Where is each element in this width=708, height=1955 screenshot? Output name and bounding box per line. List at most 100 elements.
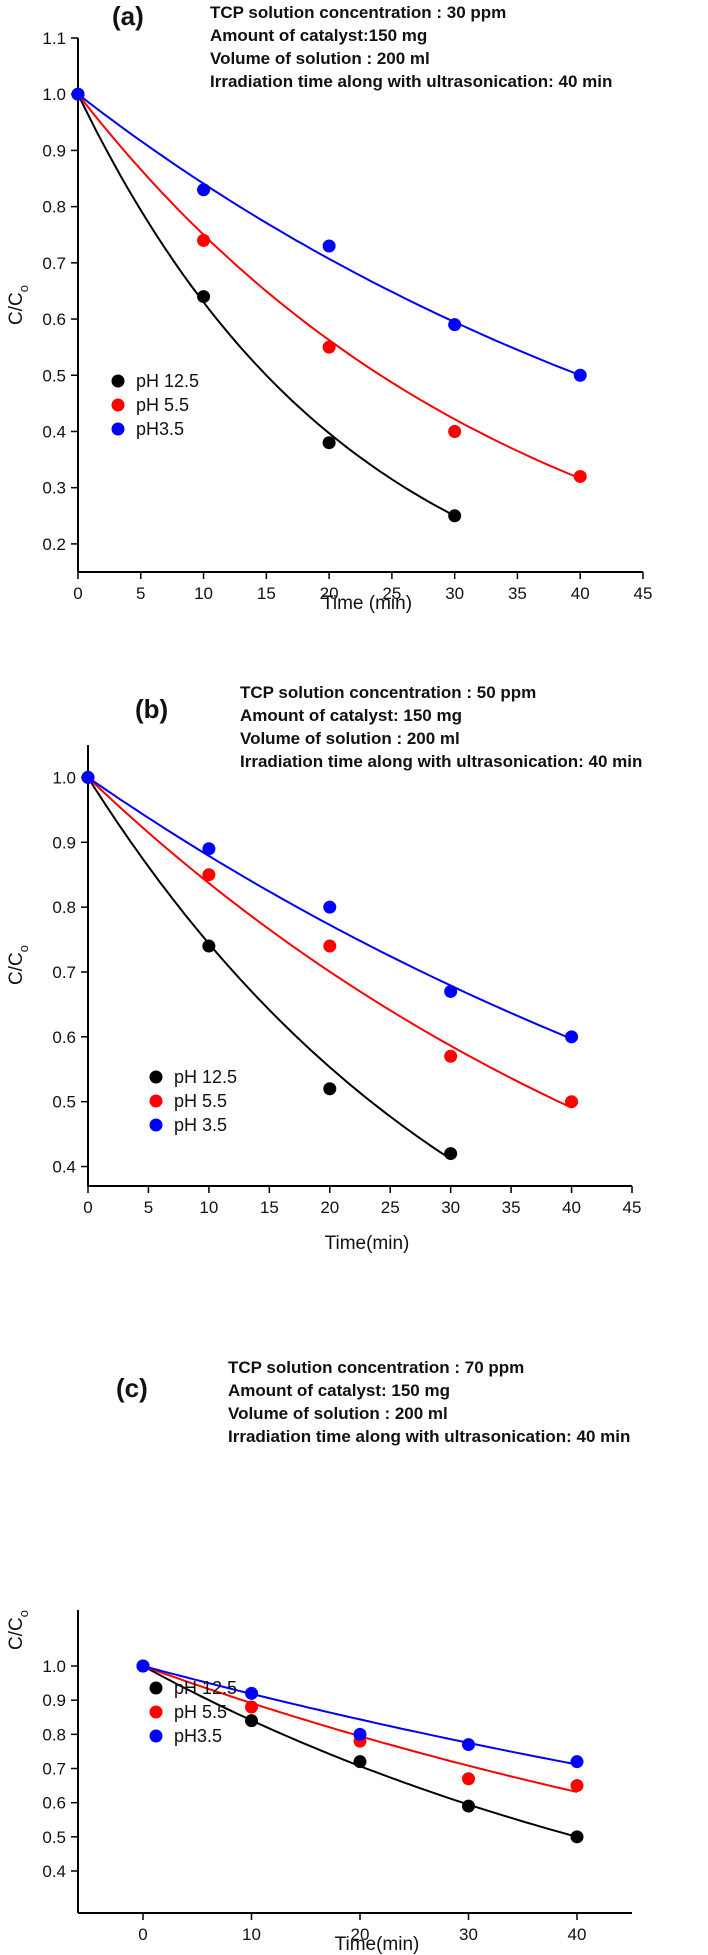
data-point: [462, 1738, 475, 1752]
legend-marker: [149, 1094, 163, 1108]
x-tick-label: 35: [502, 1198, 521, 1217]
panel-label: (b): [135, 694, 168, 724]
chart-panel-c: 0 10 20 30 40 0.4 0.5 0.6 0.7 0.8 0.9 1.0 Time(min) C…: [6, 1358, 632, 1955]
data-point: [570, 1755, 584, 1769]
legend-label: pH 5.5: [174, 1091, 227, 1111]
x-tick-label: 20: [351, 1925, 370, 1944]
fit-curve-1: [77, 93, 581, 480]
legend-marker: [111, 422, 125, 436]
data-point: [323, 900, 337, 914]
condition-annotation: Volume of solution : 200 ml: [210, 49, 430, 68]
y-axis-title: C/Co: [6, 285, 31, 325]
y-tick-label: 0.4: [52, 1158, 76, 1177]
x-tick-label: 0: [138, 1925, 147, 1944]
y-tick-label: 0.4: [42, 1862, 66, 1881]
data-point: [462, 1772, 475, 1786]
legend-marker: [149, 1705, 163, 1719]
legend-marker: [149, 1681, 163, 1695]
data-point: [202, 939, 216, 953]
y-tick-label: 0.8: [52, 898, 76, 917]
condition-annotation: TCP solution concentration : 70 ppm: [228, 1358, 524, 1377]
y-tick-label: 0.3: [42, 479, 66, 498]
y-tick-label: 0.5: [42, 366, 66, 385]
data-point: [565, 1095, 579, 1109]
y-tick-label: 1.0: [42, 85, 66, 104]
data-point: [462, 1799, 475, 1813]
data-point: [81, 770, 95, 784]
data-point: [323, 1082, 337, 1096]
x-tick-label: 30: [459, 1925, 478, 1944]
data-point: [322, 340, 336, 354]
condition-annotation: Irradiation time along with ultrasonicat…: [210, 72, 612, 91]
data-point: [444, 1147, 458, 1161]
y-axis-title: C/Co: [6, 945, 31, 985]
data-point: [448, 509, 462, 523]
data-point: [448, 318, 462, 332]
y-axis-title-main: C/C: [6, 292, 27, 325]
data-point: [353, 1755, 367, 1769]
data-point: [71, 87, 85, 101]
legend-marker: [111, 374, 125, 388]
x-tick-label: 35: [508, 584, 527, 603]
chart-panel-a: 0 5 10 15 20 25 30 35 40 45 0.2 0.3 0.4 0.5 0.6 0.7 0.8 0…: [6, 1, 652, 614]
data-point: [565, 1030, 579, 1044]
data-point: [570, 1779, 584, 1793]
x-tick-label: 40: [568, 1925, 587, 1944]
condition-annotation: TCP solution concentration : 30 ppm: [210, 3, 506, 22]
legend-label: pH 5.5: [136, 395, 189, 415]
legend-marker: [149, 1729, 163, 1743]
legend-label: pH3.5: [136, 419, 184, 439]
data-point: [197, 290, 211, 304]
x-tick-label: 40: [562, 1198, 581, 1217]
x-tick-label: 40: [571, 584, 590, 603]
y-axis-title-subscript: o: [16, 1610, 31, 1617]
y-tick-label: 0.6: [42, 1794, 66, 1813]
condition-annotation: Volume of solution : 200 ml: [240, 729, 460, 748]
data-point: [322, 239, 336, 253]
data-point: [202, 842, 216, 856]
y-tick-label: 0.5: [52, 1093, 76, 1112]
data-point: [573, 469, 587, 483]
data-point: [323, 939, 337, 953]
x-tick-label: 20: [320, 584, 339, 603]
y-tick-label: 0.9: [42, 1691, 66, 1710]
x-axis-title: Time (min): [322, 593, 412, 614]
x-tick-label: 15: [260, 1198, 279, 1217]
x-tick-label: 10: [194, 584, 213, 603]
data-point: [245, 1686, 258, 1700]
y-tick-label: 0.9: [42, 141, 66, 160]
y-axis-title-subscript: o: [16, 945, 31, 952]
data-point: [197, 233, 211, 247]
y-tick-label: 0.6: [42, 310, 66, 329]
y-axis-title-main: C/C: [6, 952, 27, 985]
x-tick-label: 0: [83, 1198, 92, 1217]
data-point: [570, 1830, 584, 1844]
condition-annotation: Amount of catalyst: 150 mg: [228, 1381, 450, 1400]
fit-curve-1: [87, 776, 573, 1109]
y-tick-label: 0.9: [52, 833, 76, 852]
data-point: [573, 368, 587, 382]
data-point: [197, 183, 211, 197]
y-tick-label: 0.8: [42, 198, 66, 217]
condition-annotation: Amount of catalyst: 150 mg: [240, 706, 462, 725]
data-point: [245, 1700, 258, 1714]
y-tick-label: 0.6: [52, 1028, 76, 1047]
panel-label: (c): [116, 1373, 148, 1403]
condition-annotation: Amount of catalyst:150 mg: [210, 26, 427, 45]
condition-annotation: Volume of solution : 200 ml: [228, 1404, 448, 1423]
x-tick-label: 5: [136, 584, 145, 603]
y-tick-label: 0.7: [42, 254, 66, 273]
legend-label: pH 5.5: [174, 1702, 227, 1722]
legend-label: pH 3.5: [174, 1115, 227, 1135]
data-point: [448, 424, 462, 438]
data-point: [444, 1049, 458, 1063]
data-point: [136, 1659, 150, 1673]
data-point: [245, 1714, 258, 1728]
x-tick-label: 20: [320, 1198, 339, 1217]
chart-panel-b: 0 5 10 15 20 25 30 35 40 45 0.4 0.5 0.6 0.7 0.8 0.9 1.0 T…: [6, 683, 642, 1254]
fit-curve-2: [77, 93, 581, 377]
x-tick-label: 10: [199, 1198, 218, 1217]
y-tick-label: 0.5: [42, 1828, 66, 1847]
y-tick-label: 0.8: [42, 1725, 66, 1744]
y-axis-title-subscript: o: [16, 285, 31, 292]
